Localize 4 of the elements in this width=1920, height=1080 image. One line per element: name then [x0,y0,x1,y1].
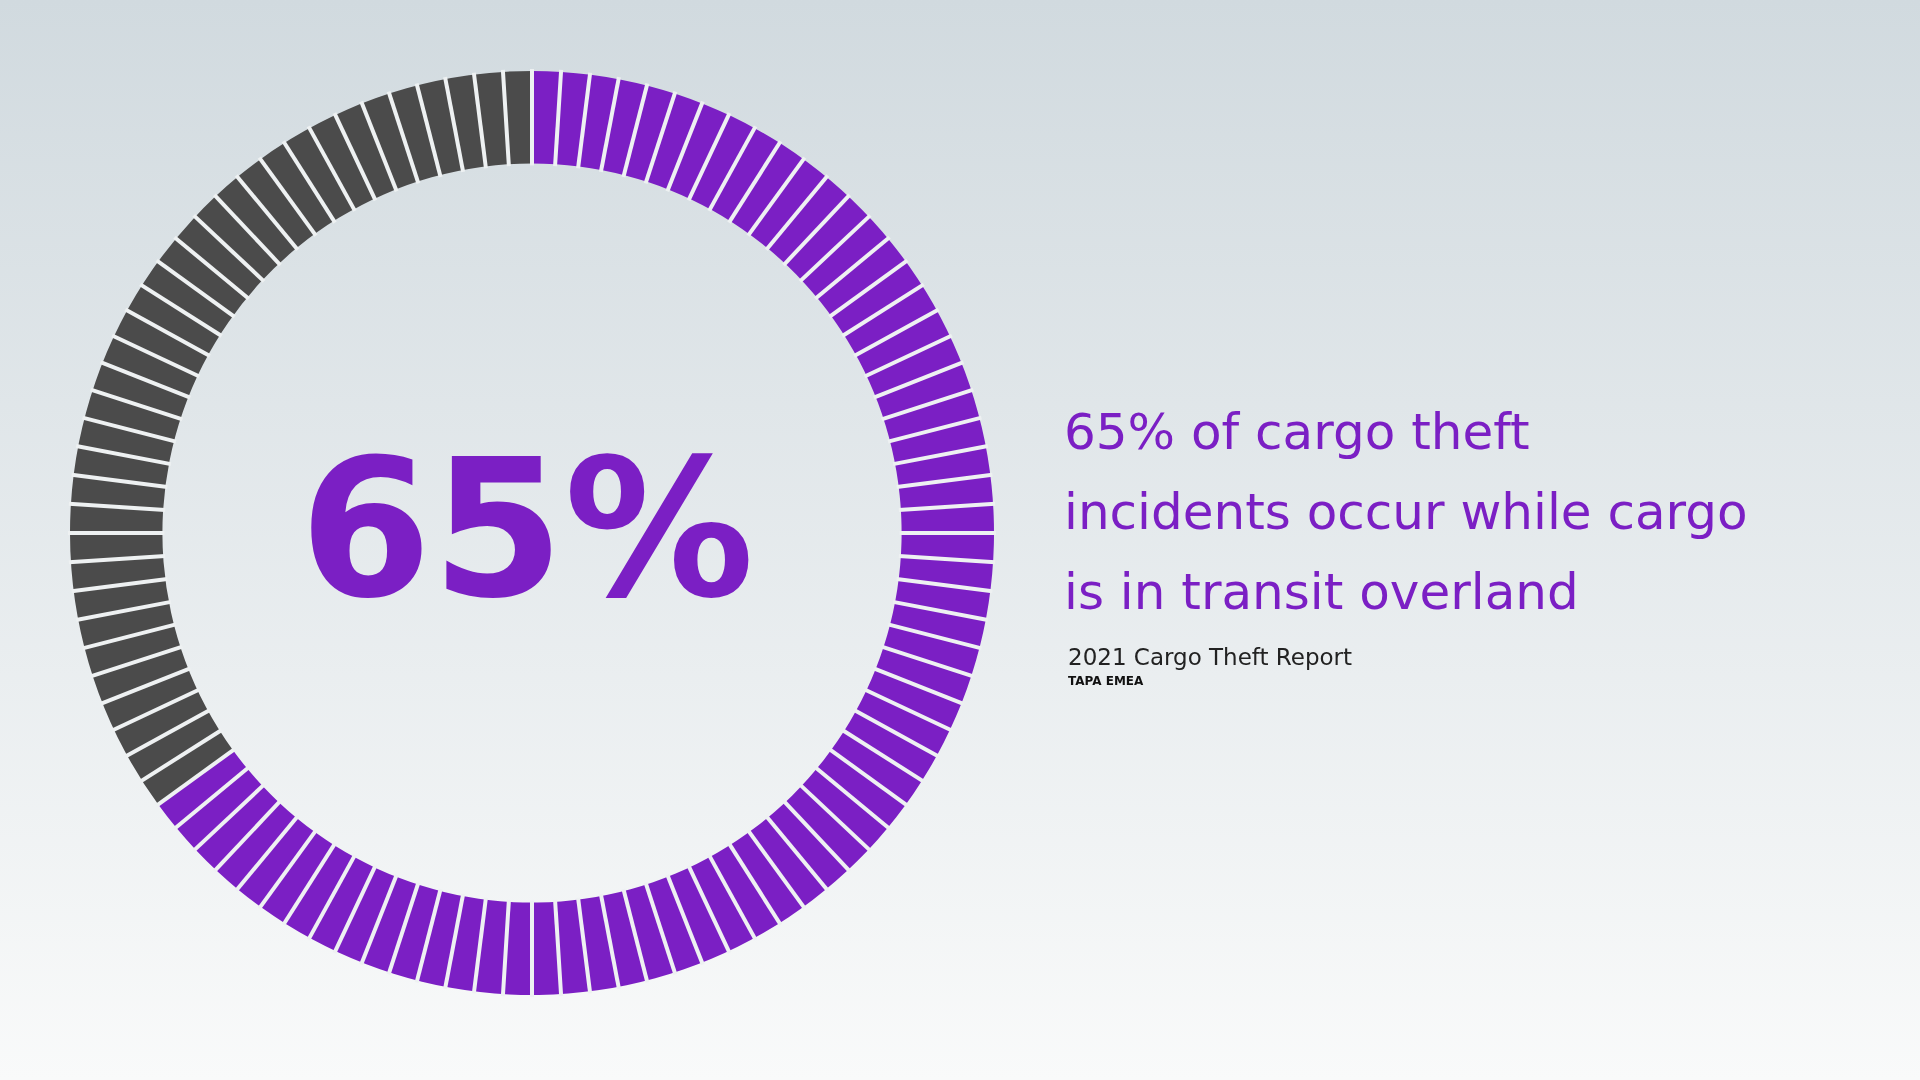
text: 65% [298,419,756,640]
text: 2021 Cargo Theft Report [1068,644,1353,670]
text: 65% of cargo theft incidents occur while cargo is in transit overland [1064,402,1749,623]
text: TAPA EMEA [1068,674,1144,688]
